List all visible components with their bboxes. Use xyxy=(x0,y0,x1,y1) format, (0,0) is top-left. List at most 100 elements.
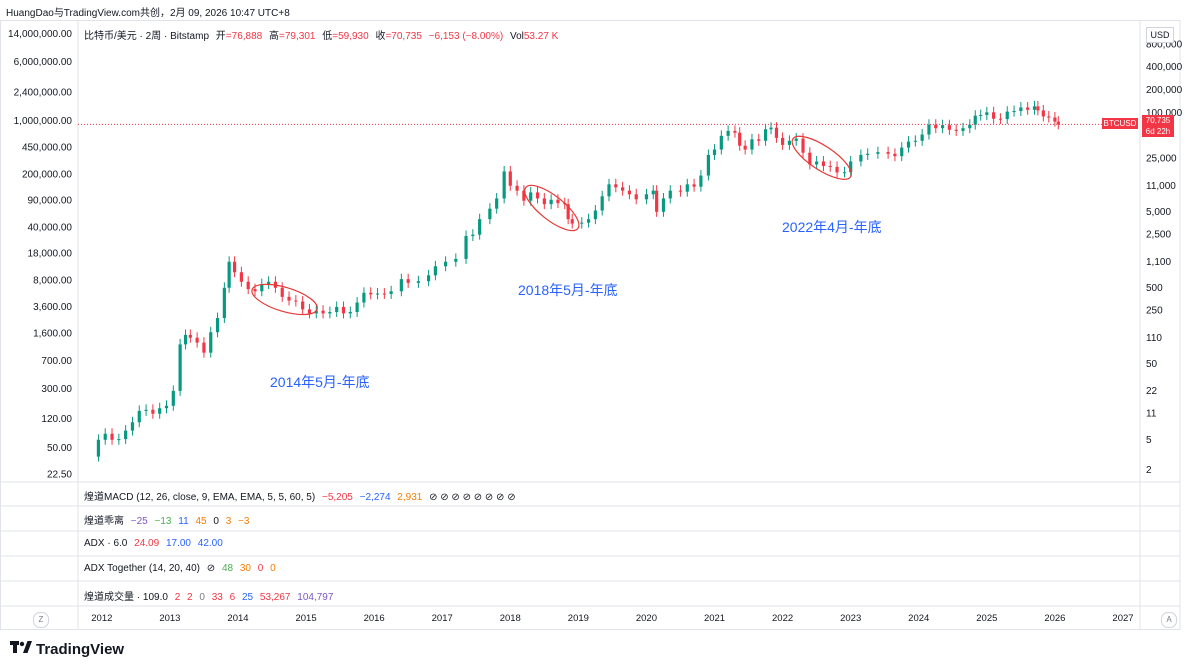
left-axis-tick: 8,000.00 xyxy=(33,275,72,286)
right-axis-tick: 2,500 xyxy=(1146,230,1171,241)
candle-body xyxy=(508,171,512,186)
candle-body xyxy=(780,137,785,145)
candle-body xyxy=(267,281,271,285)
candle-body xyxy=(808,152,812,165)
right-axis-tick: 1,100 xyxy=(1146,257,1171,268)
right-axis-tick: 25,000 xyxy=(1146,154,1177,165)
adx-together-legend[interactable]: ADX Together (14, 20, 40) ⊘ 48 30 0 0 xyxy=(84,563,276,574)
candle-body xyxy=(124,430,128,440)
auto-scale-button[interactable]: A xyxy=(1161,612,1177,628)
candle-body xyxy=(535,192,540,199)
deviation-v6: 3 xyxy=(225,516,232,527)
vol-value: 53.27 K xyxy=(523,31,559,42)
candle-body xyxy=(294,300,298,302)
left-axis-tick: 2,400,000.00 xyxy=(14,87,73,98)
deviation-v4: 45 xyxy=(195,516,207,527)
symbol-line[interactable]: 比特币/美元 · 2周 · Bitstamp xyxy=(84,31,210,42)
candle-body xyxy=(712,149,717,155)
candle-body xyxy=(627,190,632,195)
candle-body xyxy=(399,279,403,292)
candle-body xyxy=(471,234,475,237)
candle-body xyxy=(416,281,420,283)
macd-legend[interactable]: 煌道MACD (12, 26, close, 9, EMA, EMA, 5, 5… xyxy=(84,488,516,503)
deviation-name: 煌道乖离 xyxy=(84,516,124,527)
adx-legend[interactable]: ADX · 6.0 24.09 17.00 42.00 xyxy=(84,538,223,549)
volume-v1: 2 xyxy=(174,592,181,603)
year-tick: 2012 xyxy=(91,613,112,624)
candle-body xyxy=(227,261,231,288)
candle-body xyxy=(699,175,703,187)
candle-body xyxy=(369,292,373,295)
right-axis-tick: 110 xyxy=(1146,333,1162,344)
candle-body xyxy=(893,153,897,157)
candle-body xyxy=(246,281,250,290)
year-tick: 2025 xyxy=(976,613,997,624)
candle-body xyxy=(815,161,819,165)
candle-body xyxy=(96,439,101,457)
candle-body xyxy=(335,306,339,313)
candle-body xyxy=(307,309,312,314)
macd-v1: −5,205 xyxy=(321,492,353,503)
candle-body xyxy=(406,279,410,283)
candle-body xyxy=(743,145,747,150)
right-axis-tick: 50 xyxy=(1146,359,1158,370)
candle-body xyxy=(900,147,904,157)
candle-body xyxy=(719,135,723,150)
change-value: −6,153 (−8.00%) xyxy=(428,31,504,42)
candle-body xyxy=(607,184,611,197)
adx-v2: 17.00 xyxy=(165,538,191,549)
candle-body xyxy=(117,439,121,441)
candle-body xyxy=(495,198,499,209)
candle-body xyxy=(733,130,737,133)
candle-body xyxy=(668,190,672,199)
currency-button[interactable]: USD xyxy=(1146,27,1174,43)
annotation-ellipse xyxy=(791,135,852,180)
volume-legend[interactable]: 煌道成交量 · 109.0 2 2 0 33 6 25 53,267 104,7… xyxy=(84,588,333,603)
right-axis-tick: 500 xyxy=(1146,283,1163,294)
tradingview-logo: TradingView xyxy=(10,640,124,658)
candle-body xyxy=(774,127,779,138)
candle-body xyxy=(529,192,533,201)
candle-body xyxy=(961,128,965,131)
adx-v1: 24.09 xyxy=(134,538,160,549)
volume-v3: 0 xyxy=(199,592,205,603)
right-axis-tick: 400,000 xyxy=(1146,62,1183,73)
volume-v5: 6 xyxy=(229,592,236,603)
adx-together-v5: 0 xyxy=(270,563,276,574)
candle-body xyxy=(362,292,366,303)
candle-body xyxy=(586,219,591,223)
year-tick: 2026 xyxy=(1044,613,1065,624)
candle-body xyxy=(1047,116,1051,118)
candle-body xyxy=(130,422,135,431)
candle-body xyxy=(1032,106,1037,110)
zoom-reset-button[interactable]: Z xyxy=(33,612,49,628)
symbol-legend: 比特币/美元 · 2周 · Bitstamp 开=76,888 高=79,301… xyxy=(84,27,558,42)
open-value: =76,888 xyxy=(225,31,263,42)
candle-body xyxy=(634,194,638,200)
low-value: =59,930 xyxy=(332,31,369,42)
adx-name: ADX · 6.0 xyxy=(84,538,128,549)
annotation-label: 2014年5月-年底 xyxy=(270,374,370,390)
low-label: 低 xyxy=(322,31,333,42)
candle-body xyxy=(287,296,291,301)
candle-body xyxy=(821,161,826,167)
right-axis-tick: 5 xyxy=(1146,435,1152,446)
candle-body xyxy=(998,118,1003,120)
volume-v8: 104,797 xyxy=(297,592,334,603)
candle-body xyxy=(566,204,570,220)
candle-body xyxy=(144,409,148,411)
deviation-legend[interactable]: 煌道乖离 −25 −13 11 45 0 3 −3 xyxy=(84,512,249,527)
left-axis-tick: 40,000.00 xyxy=(28,222,73,233)
candle-body xyxy=(644,194,649,200)
right-axis-tick: 11 xyxy=(1146,409,1157,420)
adx-together-v4: 0 xyxy=(257,563,264,574)
candle-body xyxy=(215,318,220,333)
candle-body xyxy=(515,185,519,191)
candle-body xyxy=(750,139,754,150)
left-axis-tick: 700.00 xyxy=(41,356,72,367)
candle-body xyxy=(426,275,431,282)
candle-body xyxy=(886,152,890,154)
left-axis-tick: 3,600.00 xyxy=(33,302,72,313)
year-tick: 2019 xyxy=(568,613,589,624)
